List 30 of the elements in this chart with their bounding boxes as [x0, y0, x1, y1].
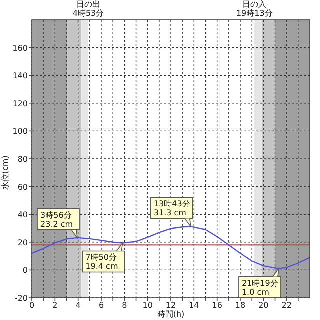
text: 日の出 4時53分 [72, 0, 104, 18]
x-tick-label: 8 [122, 301, 128, 310]
y-tick-label: 140 [12, 72, 28, 81]
y-tick-label: 120 [12, 99, 28, 108]
x-tick-label: 14 [189, 301, 200, 310]
x-tick-label: 12 [166, 301, 176, 310]
annotation: 13時43分 31.3 cm [154, 200, 190, 218]
annotation: 3時56分 23.2 cm [40, 210, 74, 229]
y-axis-title: 水位(cm) [1, 156, 10, 190]
x-tick-label: 22 [282, 301, 292, 310]
annotation: 7時50分 19.4 cm [86, 253, 118, 272]
y-tick-label: 80 [18, 155, 28, 164]
x-tick-label: 2 [52, 301, 58, 310]
y-tick-label: 160 [12, 44, 28, 53]
x-tick-label: 18 [235, 301, 246, 310]
annotation: 21時19分 1.0 cm [242, 278, 278, 297]
x-tick-label: 6 [98, 301, 104, 310]
y-tick-label: 60 [18, 182, 28, 192]
y-tick-label: 40 [18, 210, 28, 220]
text: 日の入 19時13分 [236, 0, 273, 18]
x-tick-label: 4 [76, 301, 81, 310]
x-tick-label: 20 [258, 301, 269, 310]
y-tick-label: 20 [18, 238, 28, 248]
x-axis-title: 時間(h) [157, 310, 185, 319]
x-tick-label: 10 [142, 301, 153, 310]
y-tick-label: 100 [12, 127, 28, 136]
x-tick-label: 16 [212, 301, 222, 310]
y-tick-label: 0 [22, 266, 28, 276]
x-tick-label: 0 [29, 301, 35, 310]
y-tick-label: -20 [14, 294, 28, 303]
